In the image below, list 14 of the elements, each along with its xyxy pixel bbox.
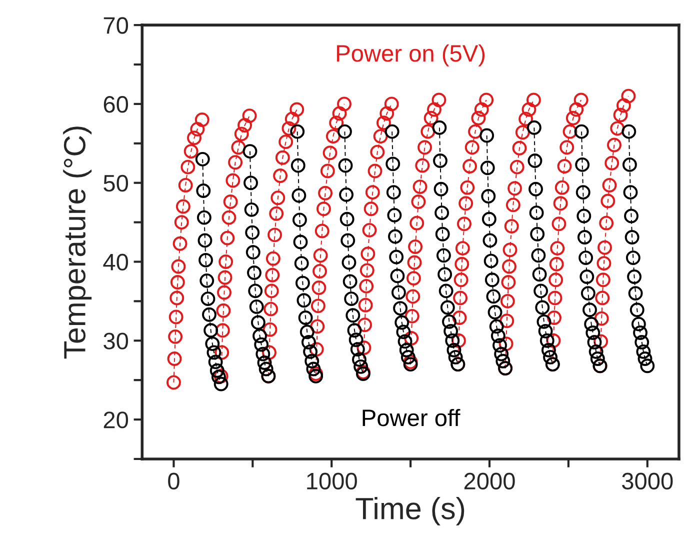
y-tick-label: 20 [104, 412, 128, 428]
x-tick-label: 0 [168, 472, 180, 490]
y-tick-label: 60 [104, 96, 128, 113]
series-label: Power on (5V) [337, 44, 485, 66]
y-axis-title: Temperature (°C) [63, 126, 92, 359]
x-axis-title: Time (s) [356, 496, 464, 526]
y-tick-label: 50 [104, 174, 128, 192]
y-tick-label: 30 [104, 332, 128, 350]
y-tick-label: 40 [103, 254, 128, 271]
series-label: Power off [362, 408, 460, 426]
x-tick-label: 2000 [464, 472, 515, 490]
x-tick-label: 3000 [622, 472, 673, 490]
x-tick-label: 1000 [307, 472, 357, 490]
y-tick-label: 70 [104, 17, 128, 34]
